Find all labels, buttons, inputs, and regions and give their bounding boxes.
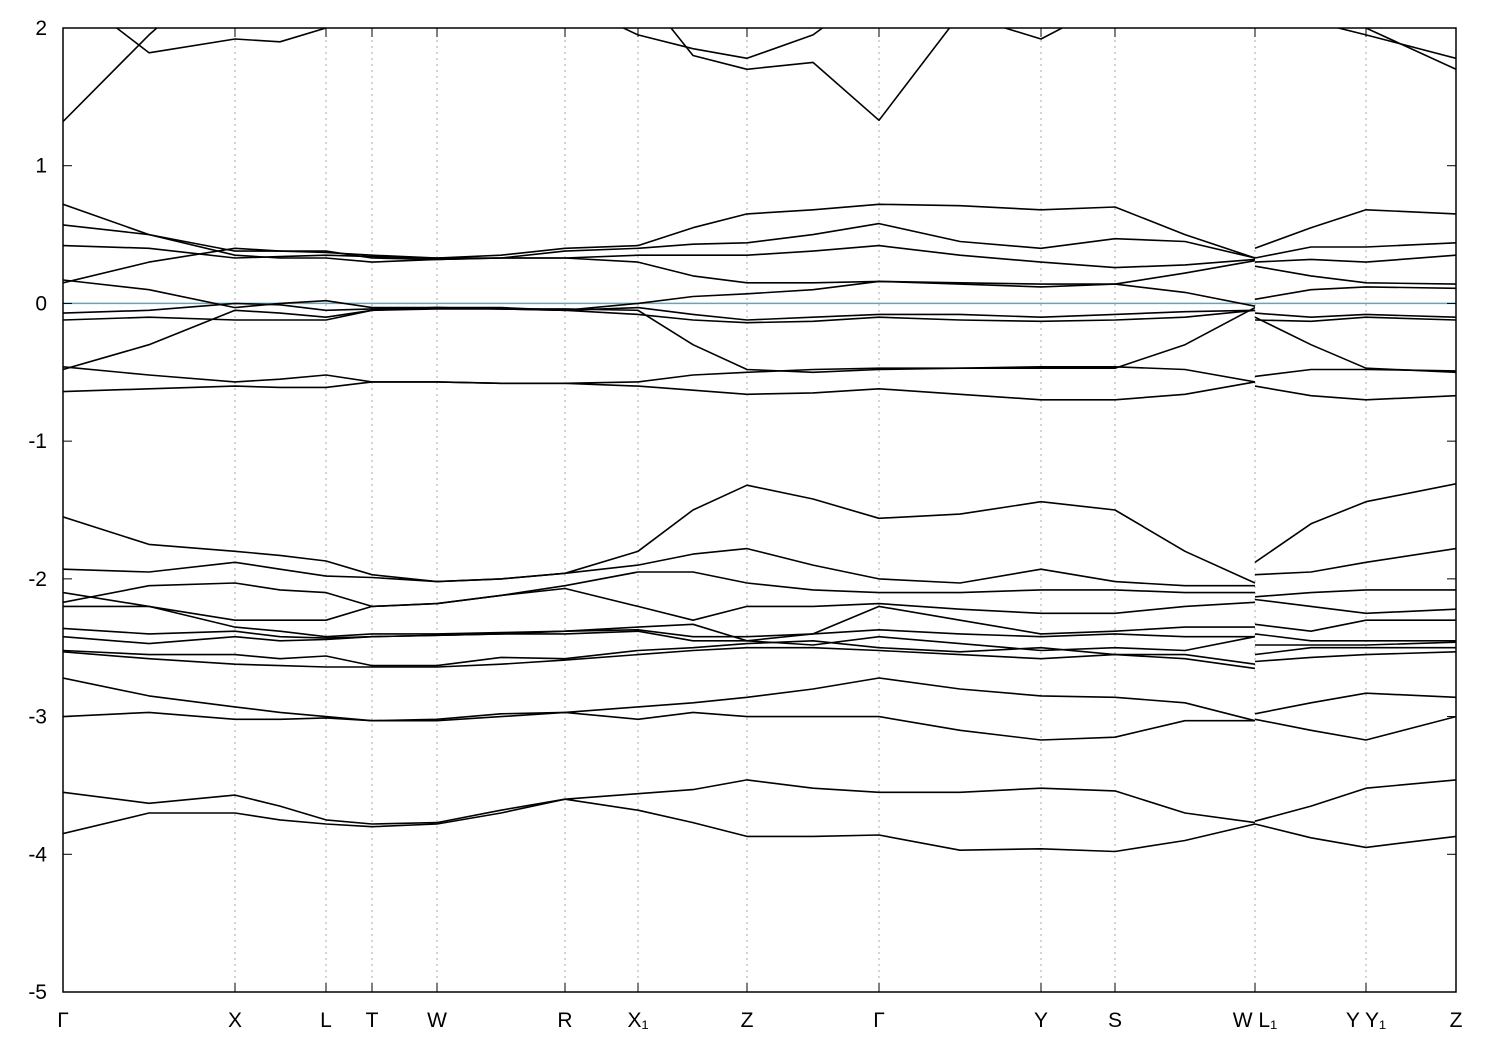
band-line bbox=[63, 677, 1456, 722]
y-tick-label: 0 bbox=[35, 292, 47, 315]
band-line bbox=[63, 244, 1456, 269]
plot-frame bbox=[62, 27, 1457, 993]
band-line bbox=[63, 711, 1456, 741]
x-tick-label: Z bbox=[741, 1009, 754, 1032]
x-tick-label: T bbox=[366, 1009, 379, 1032]
band-line bbox=[115, 28, 1456, 60]
y-tick-label: -2 bbox=[28, 568, 47, 591]
band-line bbox=[63, 630, 1456, 652]
x-tick-label: S bbox=[1108, 1009, 1122, 1032]
band-line bbox=[63, 302, 1456, 321]
band-line bbox=[63, 366, 1456, 385]
grid bbox=[62, 28, 1457, 992]
band-line bbox=[63, 381, 1456, 401]
band-line bbox=[63, 779, 1456, 825]
y-tick-label: -4 bbox=[28, 843, 47, 866]
band-line bbox=[63, 28, 1456, 123]
x-tick-label: Γ bbox=[57, 1009, 69, 1032]
axes: -5 -4 -3 -2 -1 0 1 2 Γ X L T W R X₁ Z Γ Y S W L₁ Y Y₁ Z bbox=[28, 17, 1462, 1032]
x-tick-label: W L₁ bbox=[1233, 1009, 1277, 1032]
x-tick-label: R bbox=[557, 1009, 572, 1032]
x-tick-label: Y Y₁ bbox=[1346, 1009, 1386, 1032]
band-line bbox=[63, 547, 1456, 587]
band-line bbox=[63, 483, 1456, 584]
band-line bbox=[63, 640, 1456, 667]
band-line bbox=[63, 571, 1456, 608]
y-tick-label: -3 bbox=[28, 706, 47, 729]
bands bbox=[63, 28, 1456, 853]
y-tick-label: -5 bbox=[28, 981, 47, 1004]
y-tick-label: -1 bbox=[28, 430, 47, 453]
band-line bbox=[63, 605, 1456, 642]
band-line bbox=[63, 627, 1456, 642]
x-tick-label: X bbox=[228, 1009, 242, 1032]
band-line bbox=[63, 646, 1456, 670]
band-line bbox=[63, 306, 1456, 374]
band-line bbox=[63, 308, 1456, 324]
band-line bbox=[63, 798, 1456, 853]
x-tick-label: X₁ bbox=[627, 1009, 648, 1032]
band-line bbox=[63, 279, 1456, 312]
x-tick-label: L bbox=[320, 1009, 332, 1032]
y-tick-label: 2 bbox=[35, 17, 47, 40]
x-tick-label: Y bbox=[1034, 1009, 1048, 1032]
y-tick-label: 1 bbox=[35, 155, 47, 178]
band-line bbox=[63, 247, 1456, 285]
x-tick-label: W bbox=[427, 1009, 447, 1032]
band-line bbox=[63, 587, 1456, 621]
band-line bbox=[63, 222, 1456, 263]
x-tick-label: Z bbox=[1450, 1009, 1463, 1032]
x-tick-label: Γ bbox=[873, 1009, 885, 1032]
